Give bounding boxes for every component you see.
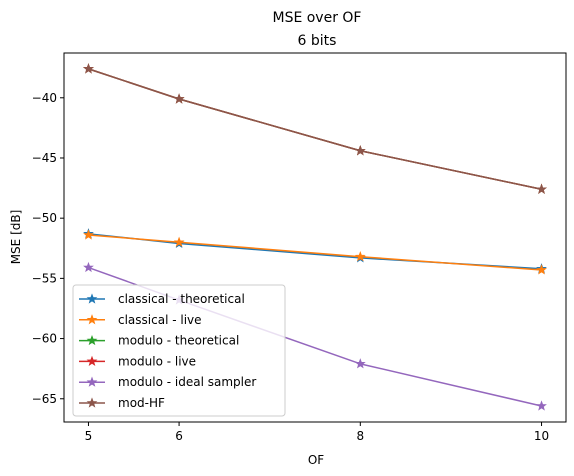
- legend-item: modulo - theoretical: [79, 334, 239, 348]
- data-point-marker: [536, 264, 547, 275]
- series-1: [83, 229, 547, 275]
- series-5: [83, 63, 547, 194]
- series-0: [83, 228, 547, 274]
- legend-marker: [86, 314, 98, 325]
- data-point-marker: [354, 145, 366, 156]
- data-point-marker: [83, 63, 94, 74]
- y-tick-label: −55: [32, 271, 57, 285]
- legend-marker: [86, 397, 98, 408]
- data-point-marker: [173, 236, 185, 247]
- legend-label: classical - live: [118, 313, 202, 327]
- chart-title: MSE over OF: [272, 10, 361, 26]
- y-tick-label: −60: [32, 332, 57, 346]
- x-axis: 5 6 8 10: [85, 422, 549, 443]
- x-tick-label: 6: [175, 429, 183, 443]
- plot-frame: [63, 52, 567, 423]
- x-tick-label: 10: [534, 429, 549, 443]
- series-line: [88, 234, 542, 271]
- chart-subtitle: 6 bits: [298, 33, 337, 49]
- y-axis: −40 −45 −50 −55 −60 −65: [32, 91, 64, 406]
- series-lines: [83, 63, 547, 411]
- x-tick-label: 5: [85, 429, 93, 443]
- series-line: [88, 68, 542, 191]
- series-3: [83, 63, 547, 194]
- legend-box: [72, 284, 286, 417]
- y-tick-label: −65: [32, 392, 57, 406]
- plot-area: 5 6 8 10 −40 −45 −50 −55 −60 −65: [32, 52, 567, 443]
- data-point-marker: [83, 229, 94, 240]
- legend-marker: [86, 293, 98, 304]
- y-tick-label: −40: [32, 91, 57, 105]
- y-axis-label: MSE [dB]: [9, 210, 23, 265]
- legend-item: modulo - ideal sampler: [79, 375, 256, 389]
- legend-item: modulo - live: [79, 354, 196, 368]
- legend-label: mod-HF: [118, 396, 165, 410]
- legend-label: classical - theoretical: [118, 292, 245, 306]
- data-point-marker: [173, 93, 185, 104]
- data-point-marker: [354, 251, 366, 262]
- legend-label: modulo - ideal sampler: [118, 375, 256, 389]
- data-point-marker: [536, 400, 547, 411]
- x-axis-label: OF: [308, 453, 324, 467]
- series-line: [88, 233, 542, 270]
- legend-label: modulo - theoretical: [118, 334, 239, 348]
- x-tick-label: 8: [356, 429, 364, 443]
- legend-item: classical - live: [79, 313, 202, 327]
- series-line: [88, 68, 542, 191]
- legend: classical - theoretical classical - live m…: [72, 284, 286, 417]
- data-point-marker: [536, 183, 547, 194]
- legend-item: mod-HF: [79, 396, 165, 410]
- y-tick-label: −45: [32, 151, 57, 165]
- legend-marker: [86, 376, 98, 387]
- data-point-marker: [83, 261, 94, 273]
- y-tick-label: −50: [32, 211, 57, 225]
- series-2: [83, 63, 547, 194]
- legend-marker: [86, 334, 98, 346]
- data-point-marker: [354, 358, 366, 369]
- series-line: [88, 68, 542, 191]
- legend-marker: [86, 355, 98, 366]
- legend-label: modulo - live: [118, 354, 196, 368]
- legend-item: classical - theoretical: [79, 292, 245, 306]
